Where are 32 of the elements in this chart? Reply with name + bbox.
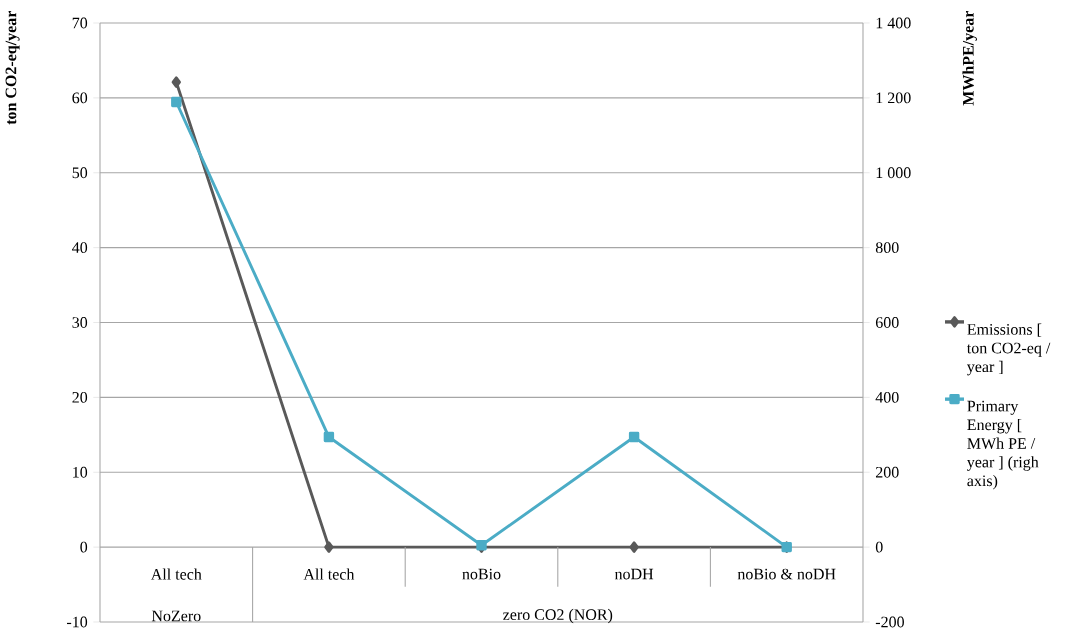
- y-tick-label: 10: [73, 466, 88, 478]
- y-tick-label: 40: [72, 242, 88, 254]
- y-tick-label: 20: [72, 391, 88, 403]
- x-tick-label: All tech: [303, 568, 355, 580]
- x-tick-label: All tech: [150, 568, 202, 580]
- y-tick-label: 60: [72, 92, 88, 104]
- y2-tick-label: 600: [875, 317, 899, 328]
- y2-tick-label: 1 000: [876, 167, 911, 179]
- y2-tick-label: 0: [875, 541, 883, 553]
- x-tick-label: noDH: [614, 568, 654, 580]
- x-tick-label: noBio: [462, 568, 501, 580]
- x-tick-label: noBio & noDH: [737, 568, 836, 580]
- y-tick-label: 70: [72, 17, 88, 29]
- y-tick-label: 30: [72, 317, 88, 328]
- point: [323, 431, 335, 443]
- annotation: zero CO2 (NOR): [503, 608, 613, 624]
- y-tick-label: 50: [72, 167, 88, 179]
- y2-tick-label: 400: [875, 391, 899, 403]
- y2-tick-label: 1 200: [876, 92, 911, 104]
- annotation: NoZero: [151, 610, 201, 622]
- point: [628, 431, 640, 443]
- y2-tick-label: 800: [875, 242, 899, 254]
- y-axis-title: ton CO2-eq/year: [5, 11, 20, 125]
- y2-axis-title: MWhPE/year: [962, 10, 977, 106]
- legend-label: Emissions [ ton CO2-eq / year ]: [966, 323, 1051, 376]
- y2-tick-label: 1 400: [876, 17, 911, 29]
- y2-tick-label: -200: [875, 616, 904, 628]
- point: [171, 96, 182, 108]
- y2-tick-label: 200: [875, 466, 899, 478]
- legend-label: Primary Energy [ MWh PE / year ] (righ axis): [966, 400, 1039, 490]
- y-tick-label: -10: [66, 616, 88, 628]
- y-tick-label: 0: [80, 541, 88, 553]
